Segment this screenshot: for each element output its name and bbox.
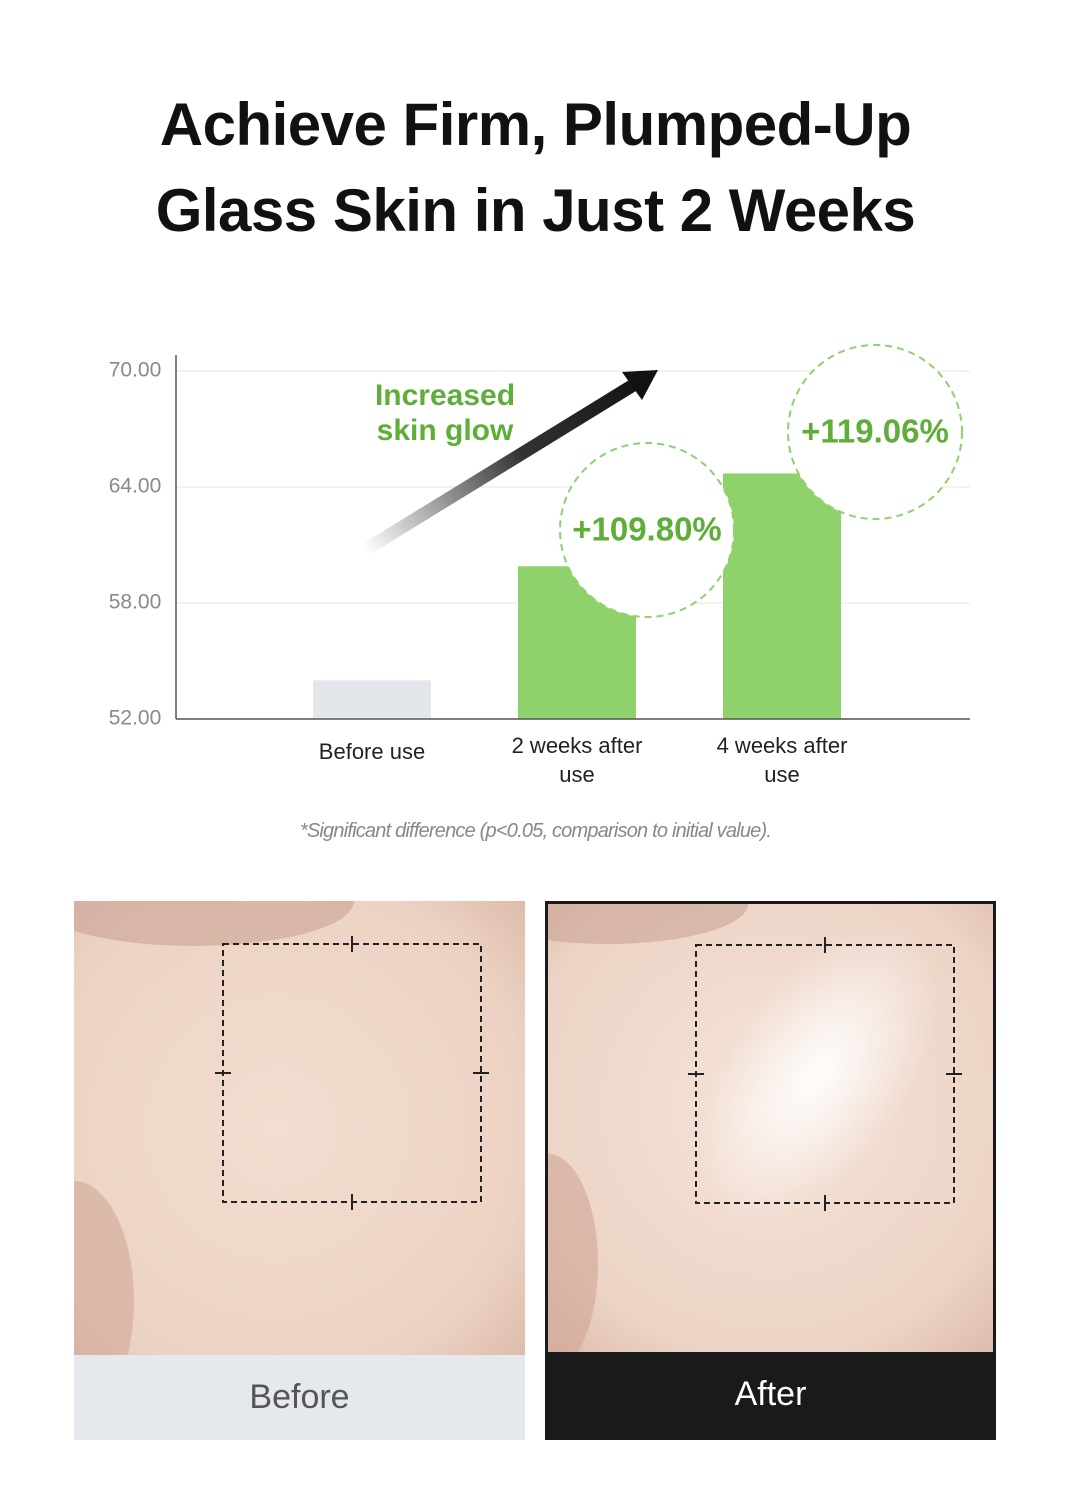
bar	[723, 473, 841, 719]
annotation-value: +109.80%	[572, 511, 722, 548]
skin-image	[548, 904, 993, 1374]
arrow-head	[622, 370, 658, 400]
headline: Achieve Firm, Plumped-Up Glass Skin in J…	[155, 91, 916, 244]
y-tick-label: 58.00	[109, 591, 162, 614]
x-tick-label: Before use	[318, 739, 426, 764]
y-tick-label: 64.00	[109, 475, 162, 498]
x-tick-label: 4 weeks after use	[716, 733, 848, 787]
trend-arrow	[361, 378, 639, 556]
chart: 52.00 58.00 64.00 70.00 +109.80% +119.06%	[109, 344, 970, 730]
before-photo: Before	[74, 901, 525, 1440]
annotation-circle	[559, 442, 735, 618]
y-tick-label: 52.00	[109, 707, 162, 730]
annotation: Increased skin glow	[374, 379, 516, 447]
annotation-circle	[787, 344, 963, 520]
annotation-value: +119.06%	[801, 413, 949, 450]
x-tick-label: 2 weeks after use	[511, 733, 643, 787]
bar	[313, 680, 431, 719]
after-photo: After	[545, 901, 996, 1440]
y-tick-label: 70.00	[109, 359, 162, 382]
footnote: *Significant difference (p<0.05, compari…	[299, 820, 772, 842]
photo-label: Before	[74, 1355, 525, 1440]
photo-label: After	[548, 1352, 993, 1437]
skin-image	[74, 901, 525, 1421]
